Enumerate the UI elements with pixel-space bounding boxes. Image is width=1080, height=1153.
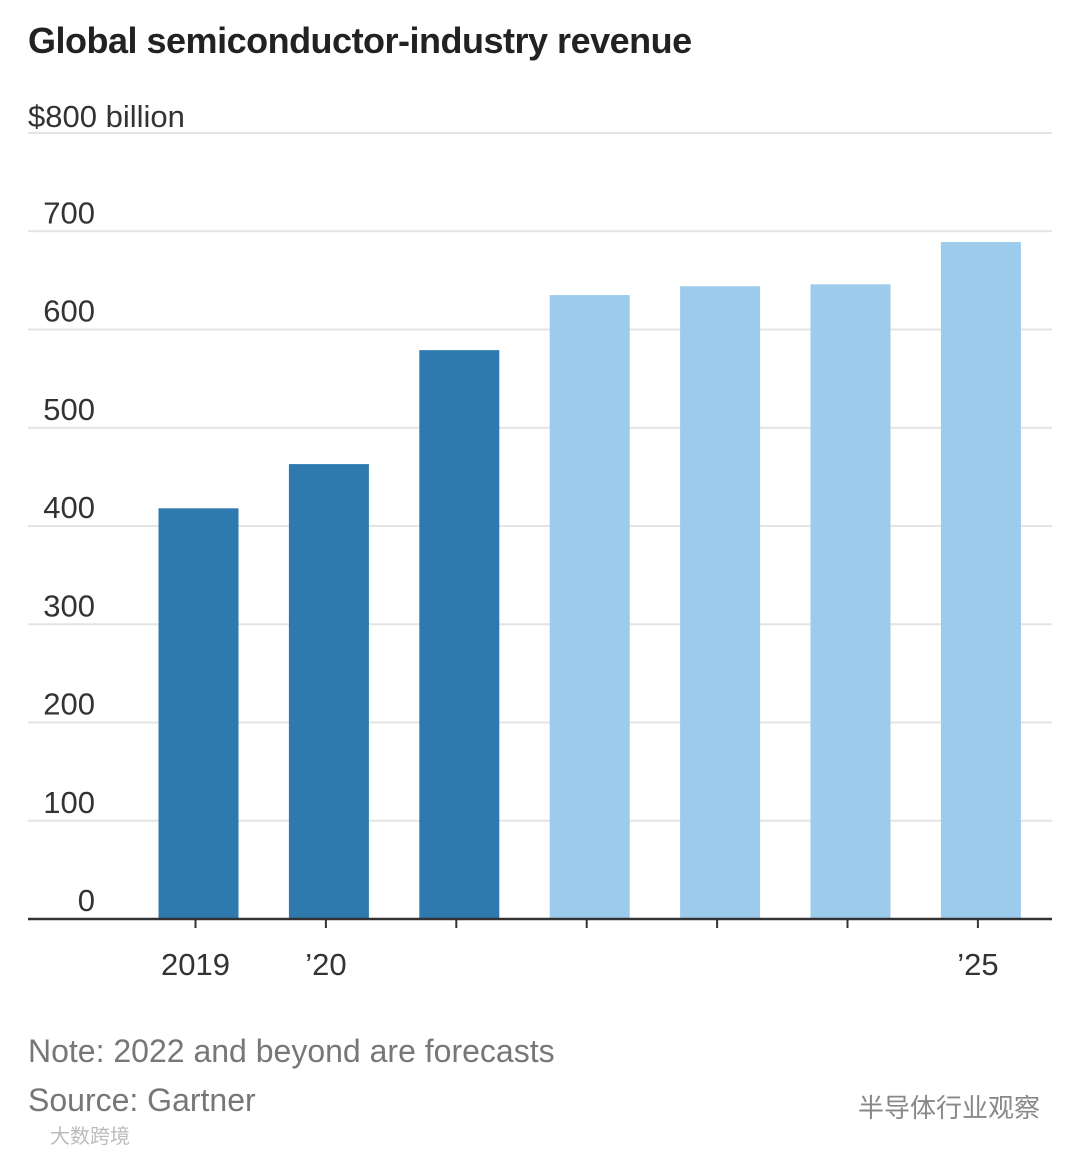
y-tick-label: 400 (43, 490, 95, 525)
y-tick-label: 700 (43, 195, 95, 230)
y-axis-label: $800 billion (28, 99, 185, 134)
chart-title: Global semiconductor-industry revenue (28, 20, 692, 61)
bar-2020 (288, 464, 369, 919)
y-tick-label: 300 (43, 588, 95, 623)
y-tick-label: 600 (43, 294, 95, 329)
bar-2023 (680, 286, 761, 919)
bar-2024 (810, 284, 891, 919)
watermark-text: 半导体行业观察 (858, 1093, 1041, 1123)
bar-2022 (549, 295, 630, 919)
watermark-text-2: 大数跨境 (50, 1126, 130, 1148)
bar-2025 (940, 242, 1021, 919)
x-tick-label: 2019 (161, 947, 230, 982)
bar-2019 (158, 508, 239, 919)
y-tick-label: 0 (78, 883, 95, 918)
bar-2021 (419, 350, 500, 919)
x-tick-label: ’20 (305, 947, 346, 982)
y-tick-label: 200 (43, 687, 95, 722)
x-tick-label: ’25 (957, 947, 998, 982)
chart-source: Source: Gartner (28, 1082, 256, 1118)
chart-note: Note: 2022 and beyond are forecasts (28, 1033, 555, 1069)
y-tick-label: 500 (43, 392, 95, 427)
y-tick-label: 100 (43, 785, 95, 820)
